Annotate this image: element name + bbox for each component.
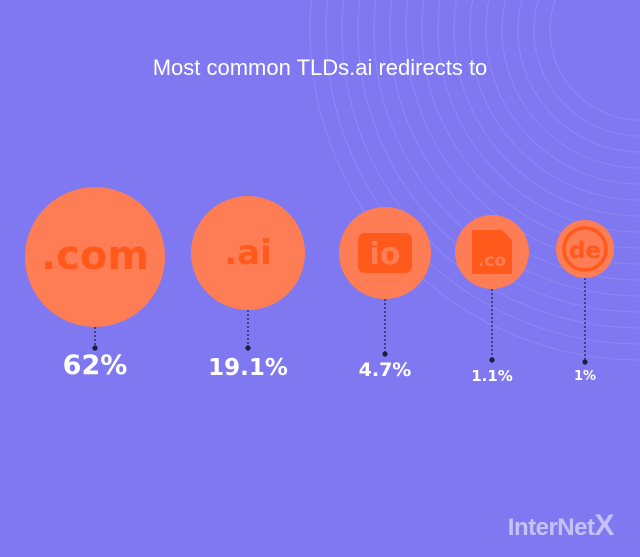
io-box-icon [358, 233, 412, 273]
decorative-rings [309, 0, 640, 361]
connector-dot [382, 351, 388, 357]
value-label: 19.1% [208, 354, 288, 381]
decor-ring [453, 0, 640, 217]
brand-name: InterNet [507, 514, 595, 541]
decor-ring [517, 0, 640, 153]
tld-mark: io [370, 237, 401, 272]
value-label: 4.7% [358, 358, 412, 381]
tld-mark: .co [478, 251, 506, 271]
chart-title: Most common TLDs.ai redirects to [152, 55, 488, 80]
de-ring-icon [562, 226, 608, 272]
bubble-ai [191, 196, 305, 310]
decor-ring [325, 0, 640, 345]
connector-lines [92, 278, 588, 365]
decor-ring [373, 0, 640, 297]
co-doc-icon [472, 230, 512, 274]
connector-dot [92, 345, 98, 351]
tld-mark: .com [41, 233, 149, 279]
connector-dot [245, 345, 251, 351]
bubble-group: .com .ai io .co de [25, 187, 614, 327]
brand-x: X [594, 509, 614, 542]
decor-ring [421, 0, 640, 249]
value-label: 62% [62, 349, 128, 381]
decor-ring [309, 0, 640, 361]
brand-logo: InterNetX [507, 509, 615, 543]
connector-dot [489, 357, 495, 363]
decor-ring [533, 0, 640, 137]
decor-ring [469, 0, 640, 201]
decor-ring [389, 0, 640, 281]
value-label: 1.1% [471, 366, 513, 385]
bubble-com [25, 187, 165, 327]
decor-ring [485, 0, 640, 185]
decor-ring [437, 0, 640, 233]
decor-ring [405, 0, 640, 265]
connector-dot [582, 359, 588, 365]
tld-mark: .ai [224, 233, 272, 273]
value-label: 1% [573, 368, 597, 384]
decor-ring [341, 0, 640, 329]
decor-ring [357, 0, 640, 313]
decor-ring [549, 0, 640, 121]
decor-ring [501, 0, 640, 169]
tld-mark: de [569, 238, 601, 264]
